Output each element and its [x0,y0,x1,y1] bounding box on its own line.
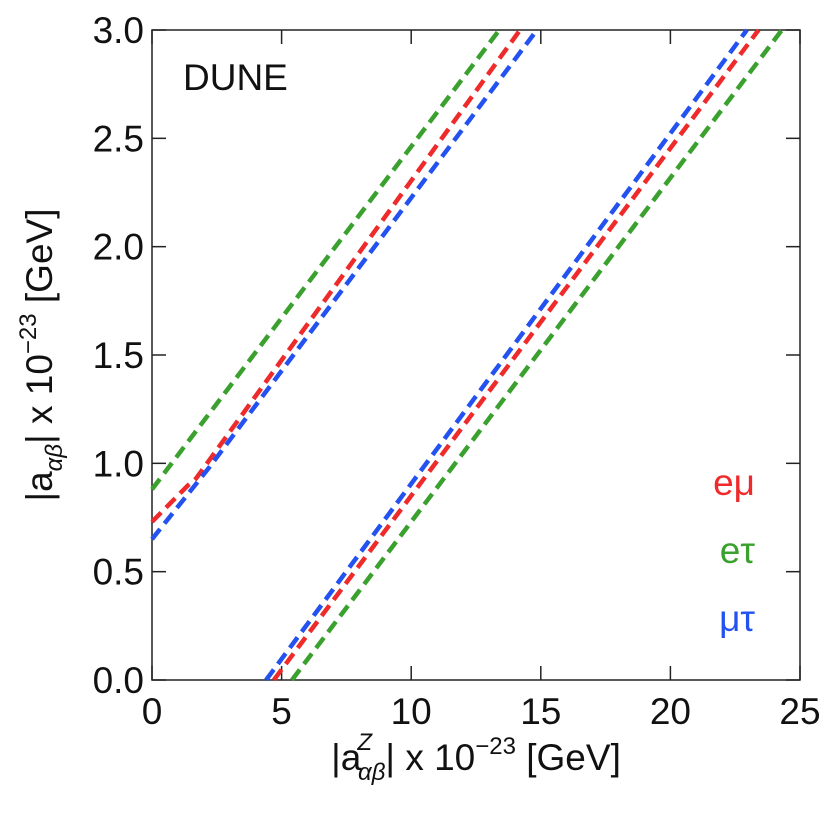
series-line [150,28,749,682]
y-label-part: | x 10 [19,354,60,444]
x-label-sub: αβ [358,759,386,786]
x-tick-label: 10 [391,691,432,732]
x-label-exp: −23 [475,733,516,760]
annotation: DUNE [183,57,288,98]
y-label-sub: αβ [41,444,68,472]
y-label-part: |a [19,471,60,502]
y-tick-label: 3.0 [93,10,144,51]
y-tick-label: 2.5 [93,118,144,159]
x-tick-label: 0 [142,691,163,732]
y-tick-label: 0.0 [93,660,144,701]
series-line [150,28,784,682]
legend-entry: eτ [720,530,756,571]
x-label-part: [GeV] [516,737,621,778]
x-axis-label: |aZ αβ| x 10−23 [GeV] [331,729,621,786]
x-label-part: | x 10 [385,737,475,778]
x-label-sup: Z [356,729,373,756]
x-tick-label: 5 [271,691,292,732]
plot-frame [151,29,801,681]
series-line [150,28,761,682]
y-label-part: [GeV] [19,208,60,313]
y-tick-label: 1.5 [93,335,144,376]
legend-entry: μτ [719,598,755,639]
y-tick-label: 2.0 [93,227,144,268]
x-tick-label: 25 [779,691,820,732]
x-tick-label: 15 [520,691,561,732]
y-label-exp: −23 [15,313,42,354]
x-tick-label: 20 [650,691,691,732]
y-axis-label: |aαβ| x 10−23 [GeV] [15,208,68,501]
x-label-part: |a [331,737,362,778]
y-tick-label: 0.5 [93,552,144,593]
legend-entry: eμ [713,462,755,503]
y-tick-label: 1.0 [93,443,144,484]
